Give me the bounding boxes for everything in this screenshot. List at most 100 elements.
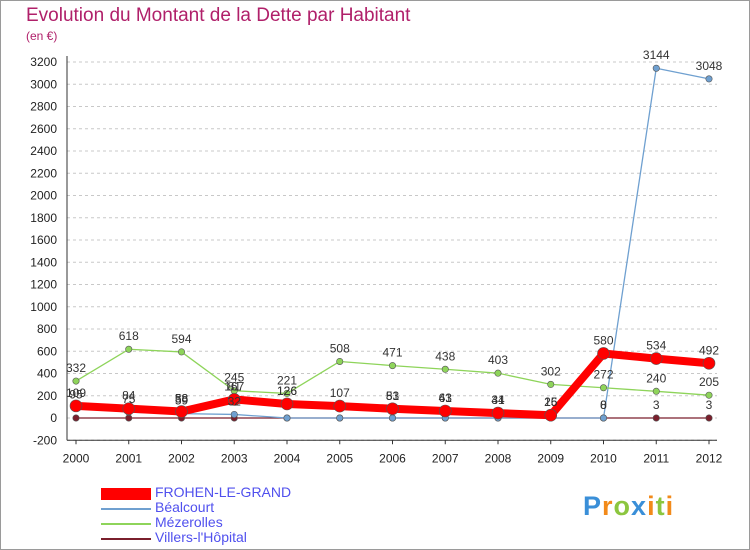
y-tick-label: 800 bbox=[37, 322, 57, 336]
data-point bbox=[494, 369, 502, 377]
y-tick-label: 1000 bbox=[30, 300, 57, 314]
data-label: 109 bbox=[66, 386, 86, 400]
y-tick-label: -200 bbox=[33, 433, 57, 447]
data-label: 75 bbox=[122, 392, 136, 406]
data-label: 84 bbox=[122, 389, 136, 403]
legend-swatch bbox=[101, 488, 151, 500]
data-point bbox=[388, 414, 396, 422]
data-label: 126 bbox=[277, 384, 297, 398]
data-point bbox=[705, 414, 713, 422]
x-tick-label: 2011 bbox=[643, 451, 669, 465]
legend-label: FROHEN-LE-GRAND bbox=[155, 484, 292, 500]
data-label: 272 bbox=[593, 368, 613, 382]
data-label: 205 bbox=[699, 375, 719, 389]
data-label: 38 bbox=[175, 392, 189, 406]
data-label: 3048 bbox=[696, 59, 723, 73]
data-point bbox=[599, 384, 607, 392]
data-point bbox=[544, 408, 558, 422]
data-point bbox=[283, 389, 291, 397]
y-tick-label: 600 bbox=[37, 344, 57, 358]
chart-subtitle: (en €) bbox=[26, 29, 58, 43]
data-point bbox=[441, 365, 449, 373]
data-label: 81 bbox=[228, 379, 242, 393]
data-label: 302 bbox=[541, 364, 561, 378]
data-point bbox=[438, 404, 452, 418]
data-point bbox=[652, 387, 660, 395]
data-label: 492 bbox=[699, 343, 719, 357]
y-tick-label: 3000 bbox=[30, 77, 57, 91]
data-point bbox=[491, 406, 505, 420]
proxiti-logo: Proxiti bbox=[583, 491, 674, 522]
y-tick-label: 2400 bbox=[30, 144, 57, 158]
logo-letter: i bbox=[647, 491, 656, 521]
data-label: 471 bbox=[382, 346, 402, 360]
data-label: 41 bbox=[439, 391, 453, 405]
x-tick-label: 2010 bbox=[590, 451, 617, 465]
x-tick-label: 2004 bbox=[274, 451, 301, 465]
data-point bbox=[649, 352, 663, 365]
data-label: 25 bbox=[544, 395, 558, 409]
x-tick-label: 2006 bbox=[379, 451, 406, 465]
data-label: 31 bbox=[491, 393, 505, 407]
data-label: 3 bbox=[653, 398, 660, 412]
data-label: 107 bbox=[330, 386, 350, 400]
legend-swatch bbox=[101, 508, 151, 510]
legend-item: Mézerolles bbox=[101, 514, 401, 531]
data-point bbox=[280, 397, 294, 411]
x-tick-label: 2002 bbox=[168, 451, 195, 465]
y-tick-label: 1800 bbox=[30, 211, 57, 225]
legend: FROHEN-LE-GRAND Béalcourt Mézerolles Vil… bbox=[101, 484, 401, 546]
data-label: 95 bbox=[69, 387, 83, 401]
y-tick-label: 2200 bbox=[30, 166, 57, 180]
data-point bbox=[125, 414, 133, 422]
data-label: 221 bbox=[277, 373, 297, 387]
data-label: 534 bbox=[646, 339, 666, 353]
x-tick-label: 2012 bbox=[696, 451, 723, 465]
data-point bbox=[547, 380, 555, 388]
x-tick-label: 2003 bbox=[221, 451, 248, 465]
data-point bbox=[388, 362, 396, 370]
legend-item: Villers-l'Hôpital bbox=[101, 529, 401, 546]
y-tick-label: 400 bbox=[37, 367, 57, 381]
data-label: 58 bbox=[175, 392, 189, 406]
data-point bbox=[705, 391, 713, 399]
legend-label: Villers-l'Hôpital bbox=[155, 529, 247, 545]
y-tick-label: 2000 bbox=[30, 189, 57, 203]
y-tick-label: 2600 bbox=[30, 122, 57, 136]
legend-item: Béalcourt bbox=[101, 499, 401, 516]
data-label: 438 bbox=[435, 349, 455, 363]
data-label: 580 bbox=[593, 333, 613, 347]
legend-item: FROHEN-LE-GRAND bbox=[101, 484, 401, 501]
logo-letter: i bbox=[665, 491, 675, 521]
data-label: 594 bbox=[171, 332, 191, 346]
data-label: 167 bbox=[224, 379, 244, 393]
x-tick-label: 2008 bbox=[485, 451, 512, 465]
data-point bbox=[125, 345, 133, 353]
legend-label: Mézerolles bbox=[155, 514, 223, 530]
data-point bbox=[69, 399, 83, 413]
data-label: 44 bbox=[491, 393, 505, 407]
data-point bbox=[652, 64, 660, 72]
logo-letter: P bbox=[583, 491, 603, 521]
data-point bbox=[599, 414, 607, 422]
y-tick-label: 2800 bbox=[30, 100, 57, 114]
data-label: 618 bbox=[119, 329, 139, 343]
data-point bbox=[705, 75, 713, 83]
data-point bbox=[386, 402, 399, 416]
data-label: 332 bbox=[66, 361, 86, 375]
y-tick-label: 0 bbox=[50, 411, 57, 425]
data-label: 83 bbox=[386, 389, 400, 403]
y-tick-label: 1400 bbox=[30, 255, 57, 269]
data-label: 3144 bbox=[643, 48, 670, 62]
data-point bbox=[333, 399, 347, 413]
data-point bbox=[72, 414, 80, 422]
logo-letter: o bbox=[613, 491, 632, 521]
data-point bbox=[702, 356, 716, 370]
data-point bbox=[336, 357, 344, 365]
x-tick-label: 2001 bbox=[115, 451, 142, 465]
logo-letter: r bbox=[602, 491, 614, 521]
data-label: 245 bbox=[224, 371, 244, 385]
data-point bbox=[227, 393, 241, 406]
data-point bbox=[230, 410, 238, 418]
